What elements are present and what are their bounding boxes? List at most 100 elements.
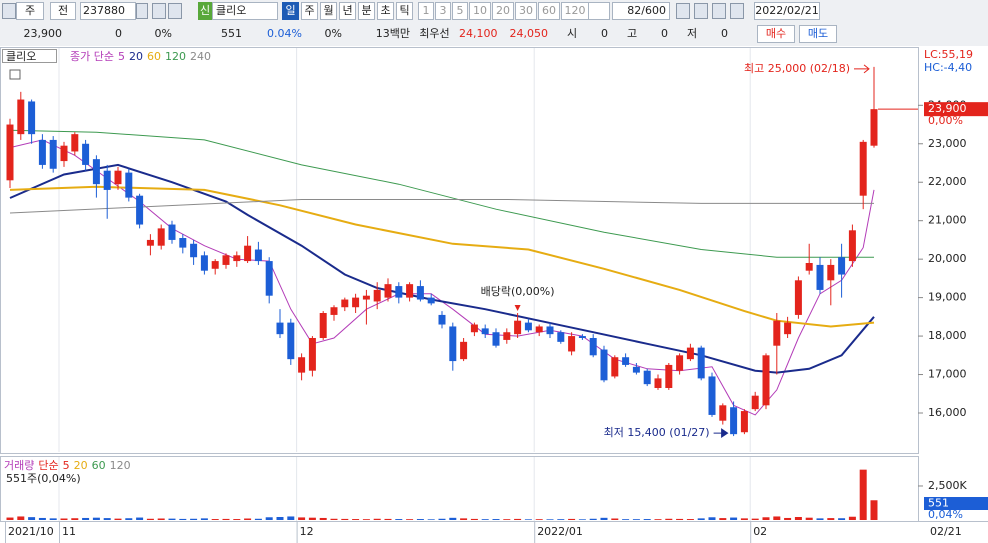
save-icon[interactable]: [712, 3, 726, 19]
candle-body: [168, 224, 176, 240]
interval-button[interactable]: 30: [515, 2, 537, 20]
interval-button[interactable]: 1: [418, 2, 434, 20]
period-select[interactable]: 주: [16, 2, 44, 20]
interval-button[interactable]: 20: [492, 2, 514, 20]
candle-body: [71, 134, 79, 152]
date-input[interactable]: 2022/02/21: [754, 2, 820, 20]
candle-body: [146, 239, 154, 246]
volume-bar: [395, 519, 403, 520]
period-button[interactable]: 일: [282, 2, 299, 20]
legend-prefix: 종가 단순: [70, 50, 114, 63]
new-badge: 신: [198, 2, 212, 20]
candle-body: [384, 284, 392, 298]
volume-bar: [784, 517, 792, 520]
volume-bar: [838, 518, 846, 520]
volume-bar: [492, 519, 500, 520]
volume-bar: [578, 519, 586, 520]
x-tick-label: 2021/10: [8, 525, 54, 538]
legend-entry: 60: [147, 50, 161, 63]
candle-body: [265, 261, 273, 296]
candle-body: [805, 263, 813, 271]
search-icon[interactable]: [152, 3, 166, 19]
arrow: [514, 305, 521, 311]
x-tick-label: 12: [300, 525, 314, 538]
volume-bar: [697, 518, 705, 520]
legend-prefix: 단순: [38, 459, 58, 472]
price-panel: [0, 47, 919, 454]
prev-select[interactable]: 전: [50, 2, 76, 20]
period-button[interactable]: 분: [358, 2, 375, 20]
stock-name[interactable]: 클리오: [212, 2, 278, 20]
volume-bar: [17, 516, 25, 520]
candle-body: [611, 357, 619, 377]
period-button[interactable]: 초: [377, 2, 394, 20]
period-button[interactable]: 월: [320, 2, 337, 20]
period-button[interactable]: 년: [339, 2, 356, 20]
volume-bar: [805, 517, 813, 520]
current-volume-pct: 0,04%: [928, 508, 963, 521]
volume-bar: [676, 518, 684, 520]
settings-icon[interactable]: [9, 69, 21, 80]
y-tick-label: 17,000: [928, 368, 967, 381]
interval-button[interactable]: 10: [469, 2, 491, 20]
tool-icon[interactable]: [694, 3, 708, 19]
candle-body: [136, 195, 144, 225]
candle-body: [427, 297, 435, 304]
candle-body: [179, 238, 187, 248]
title-box: [2, 49, 57, 63]
candle-body: [870, 109, 878, 146]
current-pct: 0,00%: [928, 114, 963, 127]
candle-body: [524, 322, 532, 331]
volume-bar: [503, 519, 511, 520]
volume-bar: [589, 518, 597, 520]
volume-bar: [28, 517, 36, 520]
period-button[interactable]: 주: [301, 2, 318, 20]
volume-bar: [859, 469, 867, 520]
interval-button[interactable]: 120: [561, 2, 589, 20]
count-input[interactable]: 82/600: [612, 2, 670, 20]
high-label: 고: [627, 27, 638, 40]
amount: 13백만: [375, 27, 410, 40]
volume-bar: [762, 517, 770, 520]
buy-button[interactable]: 매수: [757, 25, 795, 43]
calendar-icon[interactable]: [730, 3, 744, 19]
candle-body: [276, 322, 284, 335]
volume-bar: [254, 518, 262, 520]
price: 23,900: [23, 27, 63, 40]
interval-button[interactable]: 60: [538, 2, 560, 20]
candle-body: [708, 376, 716, 415]
volume-bar: [38, 517, 46, 520]
volume-bar: [71, 518, 79, 520]
y-tick-label: 16,000: [928, 406, 967, 419]
volume-bar: [460, 518, 468, 520]
arrow: [854, 64, 870, 74]
dropdown[interactable]: [136, 3, 148, 19]
sell-button[interactable]: 매도: [799, 25, 837, 43]
interval-button[interactable]: 5: [452, 2, 468, 20]
candle-body: [244, 245, 252, 262]
ma-legend: 종가 단순 5 20 60 120 240: [70, 50, 211, 63]
candle-body: [92, 159, 100, 185]
menu-icon[interactable]: [2, 3, 16, 19]
current-price-box: [924, 102, 988, 117]
low: 0: [721, 27, 728, 40]
candle-body: [449, 326, 457, 362]
candle-body: [665, 364, 673, 388]
period-button[interactable]: 틱: [396, 2, 413, 20]
volume-bar: [827, 518, 835, 520]
tool-icon[interactable]: [676, 3, 690, 19]
x-tick-label: 2022/01: [537, 525, 583, 538]
code-input[interactable]: 237880: [80, 2, 136, 20]
volume-bar: [600, 517, 608, 520]
candle-body: [460, 341, 468, 360]
candle-body: [330, 307, 338, 315]
volume-bar: [276, 517, 284, 520]
volume-bar: [341, 518, 349, 520]
volume-bar: [557, 519, 565, 520]
sound-icon[interactable]: [168, 3, 182, 19]
interval-button[interactable]: 3: [435, 2, 451, 20]
volume-bar: [643, 519, 651, 520]
candle-body: [416, 286, 424, 300]
open: 0: [601, 27, 608, 40]
